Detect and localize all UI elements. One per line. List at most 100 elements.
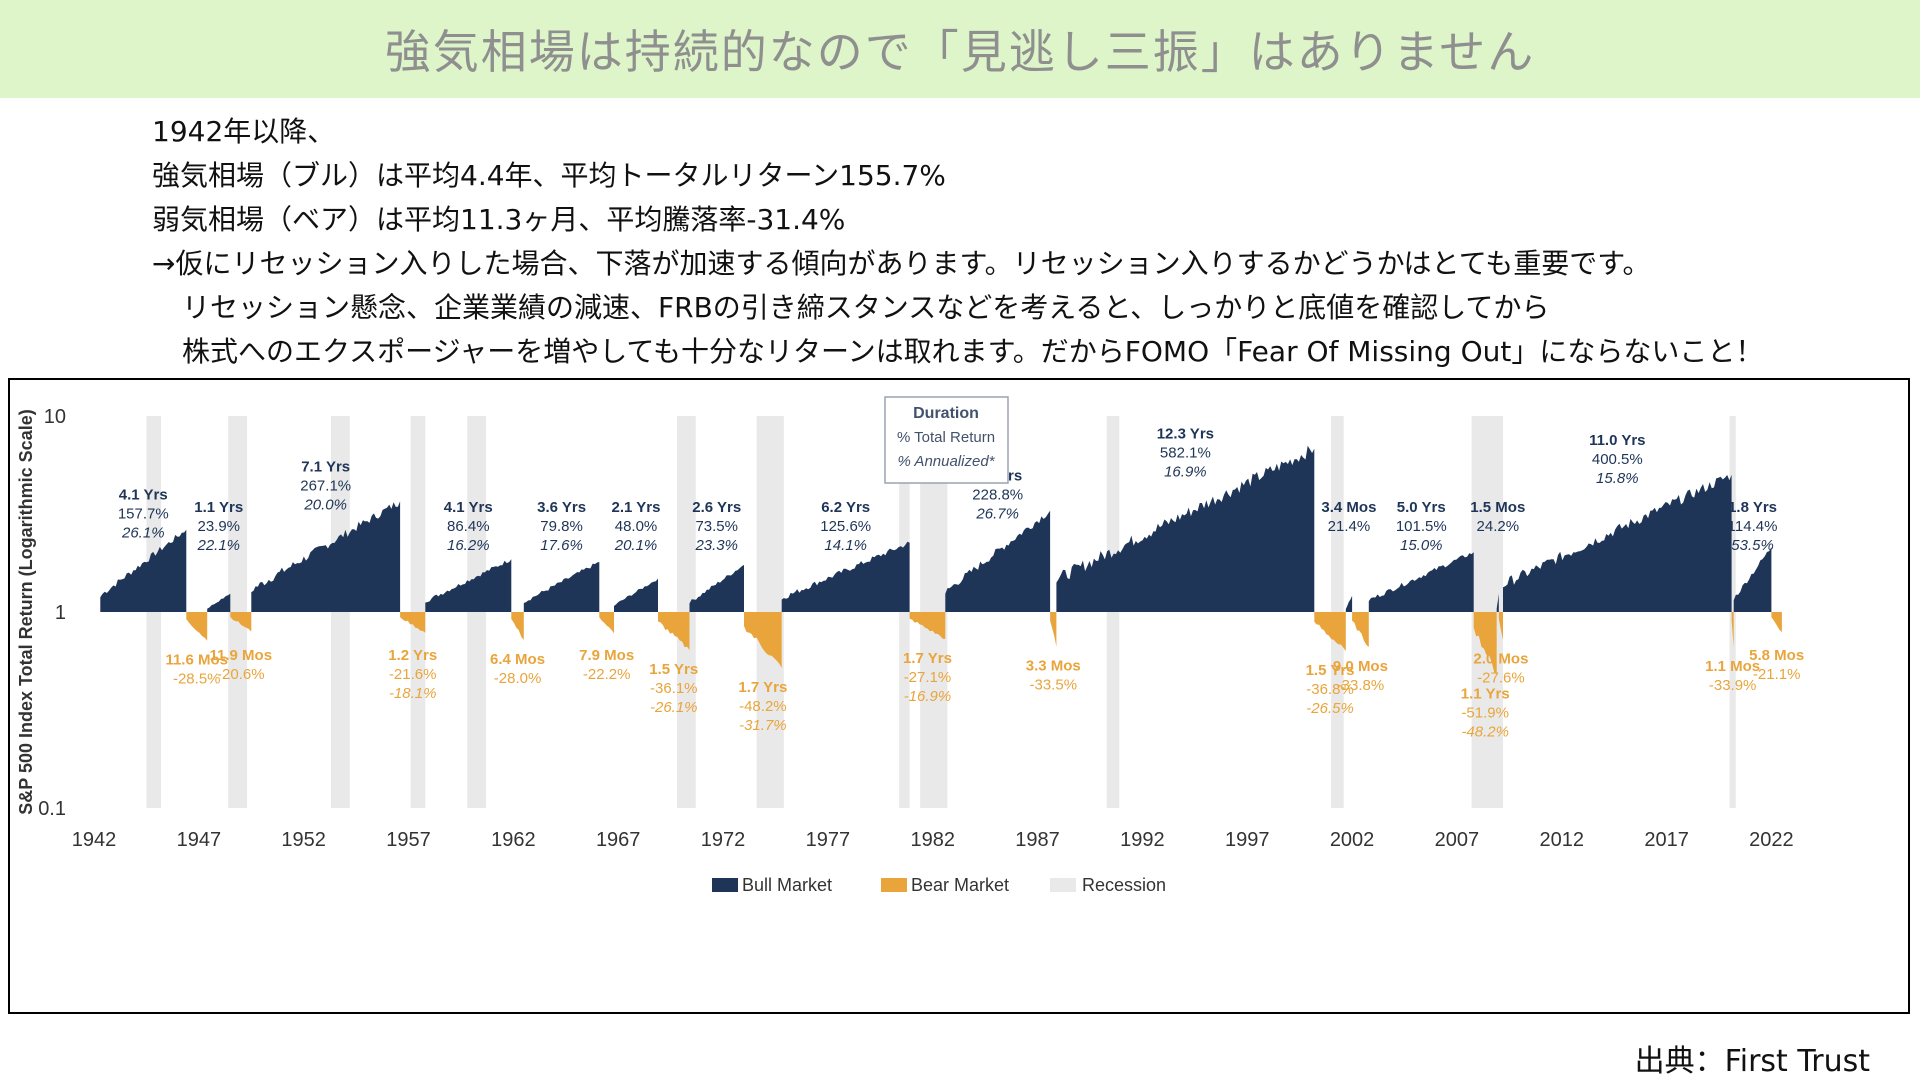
data-label: -21.1% — [1753, 666, 1801, 683]
data-label: 4.1 Yrs — [444, 499, 493, 516]
data-label: 15.0% — [1400, 537, 1443, 554]
data-label: 14.1% — [824, 537, 867, 554]
bear-market-area — [909, 612, 946, 639]
x-tick-label: 1982 — [910, 829, 955, 851]
data-label: 6.4 Mos — [490, 651, 545, 668]
data-label: 2.0 Mos — [1473, 650, 1528, 667]
data-label: -28.0% — [494, 670, 542, 687]
data-label: 11.9 Mos — [210, 647, 273, 664]
legend-swatch-bull — [712, 878, 738, 892]
data-label: 73.5% — [695, 518, 738, 535]
y-axis-label: S&P 500 Index Total Return (Logarithmic … — [16, 409, 36, 814]
data-label: 267.1% — [300, 477, 351, 494]
data-label: 2.6 Yrs — [692, 499, 741, 516]
bear-market-area — [1050, 612, 1057, 647]
data-label: -33.5% — [1030, 677, 1078, 694]
data-label: -48.2% — [739, 698, 787, 715]
bear-market-area — [400, 612, 426, 633]
bull-bear-chart: 10 1 0.1 1942 1947 1952 1957 1962 1967 1972 1977 19… — [16, 396, 1804, 895]
bull-market-area — [1368, 552, 1474, 612]
data-label: -27.1% — [904, 669, 952, 686]
bull-market-area — [1345, 595, 1353, 612]
note-line: リセッション懸念、企業業績の減速、FRBの引き締スタンスなどを考えると、しっかり… — [182, 291, 1550, 324]
data-label: -33.8% — [1337, 677, 1385, 694]
source-credit: 出典：First Trust — [1634, 1044, 1870, 1079]
data-label: -22.2% — [583, 666, 631, 683]
bear-market-area — [186, 612, 208, 641]
data-label: -31.7% — [739, 717, 787, 734]
data-label: 7.1 Yrs — [301, 458, 350, 475]
bull-market-area — [100, 529, 187, 612]
bear-market-area — [1498, 612, 1503, 640]
data-label: 1.1 Yrs — [194, 499, 243, 516]
data-label: 1.7 Yrs — [738, 679, 787, 696]
data-label: 1.5 Mos — [1470, 499, 1525, 516]
bull-market-area — [1496, 593, 1499, 612]
bear-market-area — [1352, 612, 1369, 648]
data-label: -16.9% — [904, 688, 952, 705]
data-label: 11.6 Mos — [165, 652, 228, 669]
data-label: 228.8% — [972, 487, 1023, 504]
data-label: 15.8% — [1596, 470, 1639, 487]
data-label: -28.5% — [173, 671, 221, 688]
data-label: 125.6% — [820, 518, 871, 535]
bull-market-area — [207, 593, 231, 612]
data-label: 101.5% — [1396, 518, 1447, 535]
bear-market-area — [511, 612, 524, 640]
data-label: 157.7% — [118, 506, 169, 523]
data-label: 4.1 Yrs — [119, 487, 168, 504]
data-label: 21.4% — [1328, 518, 1371, 535]
data-label: 53.5% — [1731, 537, 1774, 554]
x-tick-label: 1962 — [491, 829, 536, 851]
legend-swatch-bear — [881, 878, 907, 892]
bull-market-area — [689, 564, 744, 612]
data-label: 3.6 Yrs — [537, 499, 586, 516]
y-tick-label: 10 — [44, 406, 66, 428]
chart-frame: 10 1 0.1 1942 1947 1952 1957 1962 1967 1972 1977 19… — [8, 378, 1910, 1014]
data-label: 5.0 Yrs — [1397, 499, 1446, 516]
data-label: 1.2 Yrs — [388, 647, 437, 664]
duration-annualized: % Annualized* — [897, 453, 995, 470]
note-line: 強気相場（ブル）は平均4.4年、平均トータルリターン155.7% — [152, 159, 946, 192]
data-label: -33.9% — [1709, 677, 1757, 694]
legend-recession: Recession — [1082, 875, 1166, 895]
x-tick-label: 1952 — [281, 829, 326, 851]
duration-title: Duration — [913, 405, 979, 422]
data-label: 20.1% — [614, 537, 658, 554]
bear-market-area — [744, 612, 782, 668]
legend-bear: Bear Market — [911, 875, 1009, 895]
note-line: 株式へのエクスポージャーを増やしても十分なリターンは取れます。だからFOMO「F… — [182, 335, 1764, 368]
data-label: -36.1% — [650, 680, 698, 697]
bear-market-area — [599, 612, 614, 634]
data-label: 79.8% — [540, 518, 583, 535]
data-label: -21.6% — [389, 666, 437, 683]
data-label: 17.6% — [540, 537, 583, 554]
legend: Bull Market Bear Market Recession — [712, 875, 1166, 895]
market-area-layer — [100, 445, 1782, 675]
x-tick-label: 2007 — [1435, 829, 1480, 851]
x-tick-label: 2017 — [1644, 829, 1689, 851]
data-label: -20.6% — [217, 666, 265, 683]
note-line: →仮にリセッション入りした場合、下落が加速する傾向があります。リセッション入りす… — [152, 247, 1651, 280]
bear-market-area — [1314, 612, 1346, 652]
data-label: 48.0% — [615, 518, 658, 535]
x-tick-label: 1967 — [596, 829, 641, 851]
bull-market-area — [251, 501, 401, 612]
data-label: -26.1% — [650, 699, 698, 716]
data-label: 26.7% — [975, 506, 1019, 523]
y-tick-label: 0.1 — [38, 798, 66, 820]
bull-market-area — [1503, 474, 1732, 612]
bear-market-area — [230, 612, 252, 632]
x-tick-label: 1942 — [72, 829, 117, 851]
bull-market-area — [1733, 547, 1772, 612]
data-label: 7.9 Mos — [579, 647, 634, 664]
data-label: -27.6% — [1477, 669, 1525, 686]
data-label: 3.4 Mos — [1321, 499, 1376, 516]
data-label: 22.1% — [196, 537, 240, 554]
x-tick-label: 2002 — [1330, 829, 1375, 851]
data-label: 1.1 Yrs — [1461, 685, 1510, 702]
bull-market-area — [945, 510, 1051, 612]
duration-total: % Total Return — [897, 429, 995, 446]
data-label: 5.8 Mos — [1749, 647, 1804, 664]
data-label: 114.4% — [1728, 518, 1778, 535]
